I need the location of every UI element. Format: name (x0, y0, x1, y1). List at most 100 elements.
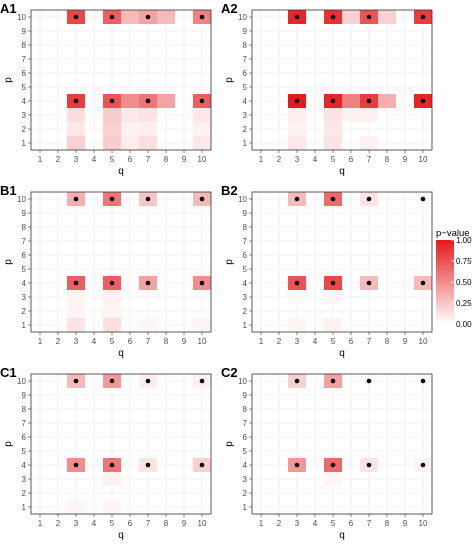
legend-colorbar (436, 240, 454, 324)
y-tick-label: 5 (243, 447, 248, 456)
y-tick-label: 3 (22, 111, 27, 120)
heatmap-cell (342, 94, 360, 108)
point-marker (145, 98, 151, 104)
heatmap-cell (324, 472, 342, 486)
y-tick-label: 6 (243, 69, 248, 78)
x-axis-title: q (118, 166, 124, 177)
heatmap-cells (67, 192, 211, 332)
heatmap-cell (157, 10, 175, 24)
point-marker (73, 280, 79, 286)
x-tick-label: 5 (331, 519, 336, 528)
heatmap-cell (67, 136, 85, 150)
panel-label: C1 (0, 365, 17, 380)
point-marker (109, 98, 115, 104)
y-tick-label: 9 (243, 27, 248, 36)
point-marker (145, 378, 151, 384)
y-tick-label: 5 (22, 265, 27, 274)
x-tick-label: 7 (367, 155, 372, 164)
point-marker (145, 462, 151, 468)
panel-border (30, 373, 212, 515)
x-tick-label: 9 (403, 337, 408, 346)
x-tick-label: 2 (277, 519, 282, 528)
point-marker (199, 14, 205, 20)
point-marker (366, 378, 372, 384)
y-tick-label: 7 (243, 55, 248, 64)
points (73, 378, 205, 468)
y-tick-label: 1 (22, 321, 27, 330)
x-tick-label: 10 (198, 337, 207, 346)
y-tick-label: 4 (243, 279, 248, 288)
heatmap-cell (324, 136, 342, 150)
legend-ticks: 1.00 0.75 0.50 0.25 0.00 (451, 236, 472, 329)
x-tick-label: 10 (198, 519, 207, 528)
x-tick-label: 4 (313, 337, 318, 346)
point-marker (73, 196, 79, 202)
y-tick-label: 3 (243, 475, 248, 484)
heatmap-cell (121, 108, 139, 122)
heatmap-cells (288, 10, 432, 150)
panel-label: C2 (221, 365, 238, 380)
y-tick-label: 6 (243, 433, 248, 442)
x-tick-label: 5 (331, 155, 336, 164)
point-marker (330, 98, 336, 104)
panel-border (30, 9, 212, 151)
point-marker (294, 14, 300, 20)
x-axis-title: q (339, 348, 345, 359)
y-axis-title: p (224, 77, 235, 83)
x-tick-label: 8 (385, 337, 390, 346)
heatmap-cell (103, 472, 121, 486)
color-legend: p−value 1.00 0.75 0.50 0.25 0.00 (436, 228, 472, 329)
x-tick-label: 8 (164, 155, 169, 164)
panel-c1: C1 1 2 3 4 5 6 7 8 9 10 1 2 3 4 5 6 7 8 9 10 q p (0, 365, 212, 541)
heatmap-cell (139, 122, 157, 136)
point-marker (420, 14, 426, 20)
y-tick-label: 5 (243, 83, 248, 92)
heatmap-cell (324, 290, 342, 304)
y-axis-title: p (224, 441, 235, 447)
point-marker (330, 196, 336, 202)
x-tick-label: 8 (164, 337, 169, 346)
y-tick-label: 10 (17, 13, 26, 22)
heatmap-cell (67, 122, 85, 136)
heatmap-cell (121, 10, 139, 24)
y-tick-label: 4 (22, 461, 27, 470)
x-tick-label: 1 (259, 519, 264, 528)
point-marker (109, 378, 115, 384)
panel-border (251, 191, 433, 333)
heatmap-cell (67, 318, 85, 332)
y-tick-label: 5 (22, 83, 27, 92)
x-tick-label: 6 (128, 337, 133, 346)
points (294, 14, 426, 104)
x-tick-label: 10 (419, 519, 428, 528)
point-marker (73, 462, 79, 468)
x-tick-label: 3 (295, 519, 300, 528)
y-tick-label: 6 (22, 251, 27, 260)
y-tick-label: 2 (243, 125, 248, 134)
x-ticks: 1 2 3 4 5 6 7 8 9 10 (259, 514, 428, 528)
y-tick-label: 8 (243, 223, 248, 232)
point-marker (109, 280, 115, 286)
y-tick-label: 5 (243, 265, 248, 274)
y-tick-label: 8 (243, 405, 248, 414)
y-tick-label: 7 (243, 419, 248, 428)
y-tick-label: 6 (22, 69, 27, 78)
heatmap-cell (103, 304, 121, 318)
y-tick-label: 2 (243, 489, 248, 498)
heatmap-cell (288, 318, 306, 332)
x-tick-label: 8 (385, 519, 390, 528)
heatmap-cell (324, 108, 342, 122)
x-tick-label: 9 (182, 337, 187, 346)
point-marker (420, 378, 426, 384)
x-tick-label: 3 (74, 155, 79, 164)
point-marker (199, 462, 205, 468)
points (294, 378, 426, 468)
panel-border (30, 191, 212, 333)
panel-a2: A2 1 2 3 4 5 6 7 8 9 10 1 2 3 4 5 6 7 8 9 10 q p (221, 1, 433, 177)
y-tick-label: 9 (22, 391, 27, 400)
y-tick-label: 7 (243, 237, 248, 246)
x-tick-label: 10 (198, 155, 207, 164)
panel-border (251, 373, 433, 515)
x-tick-label: 3 (295, 155, 300, 164)
